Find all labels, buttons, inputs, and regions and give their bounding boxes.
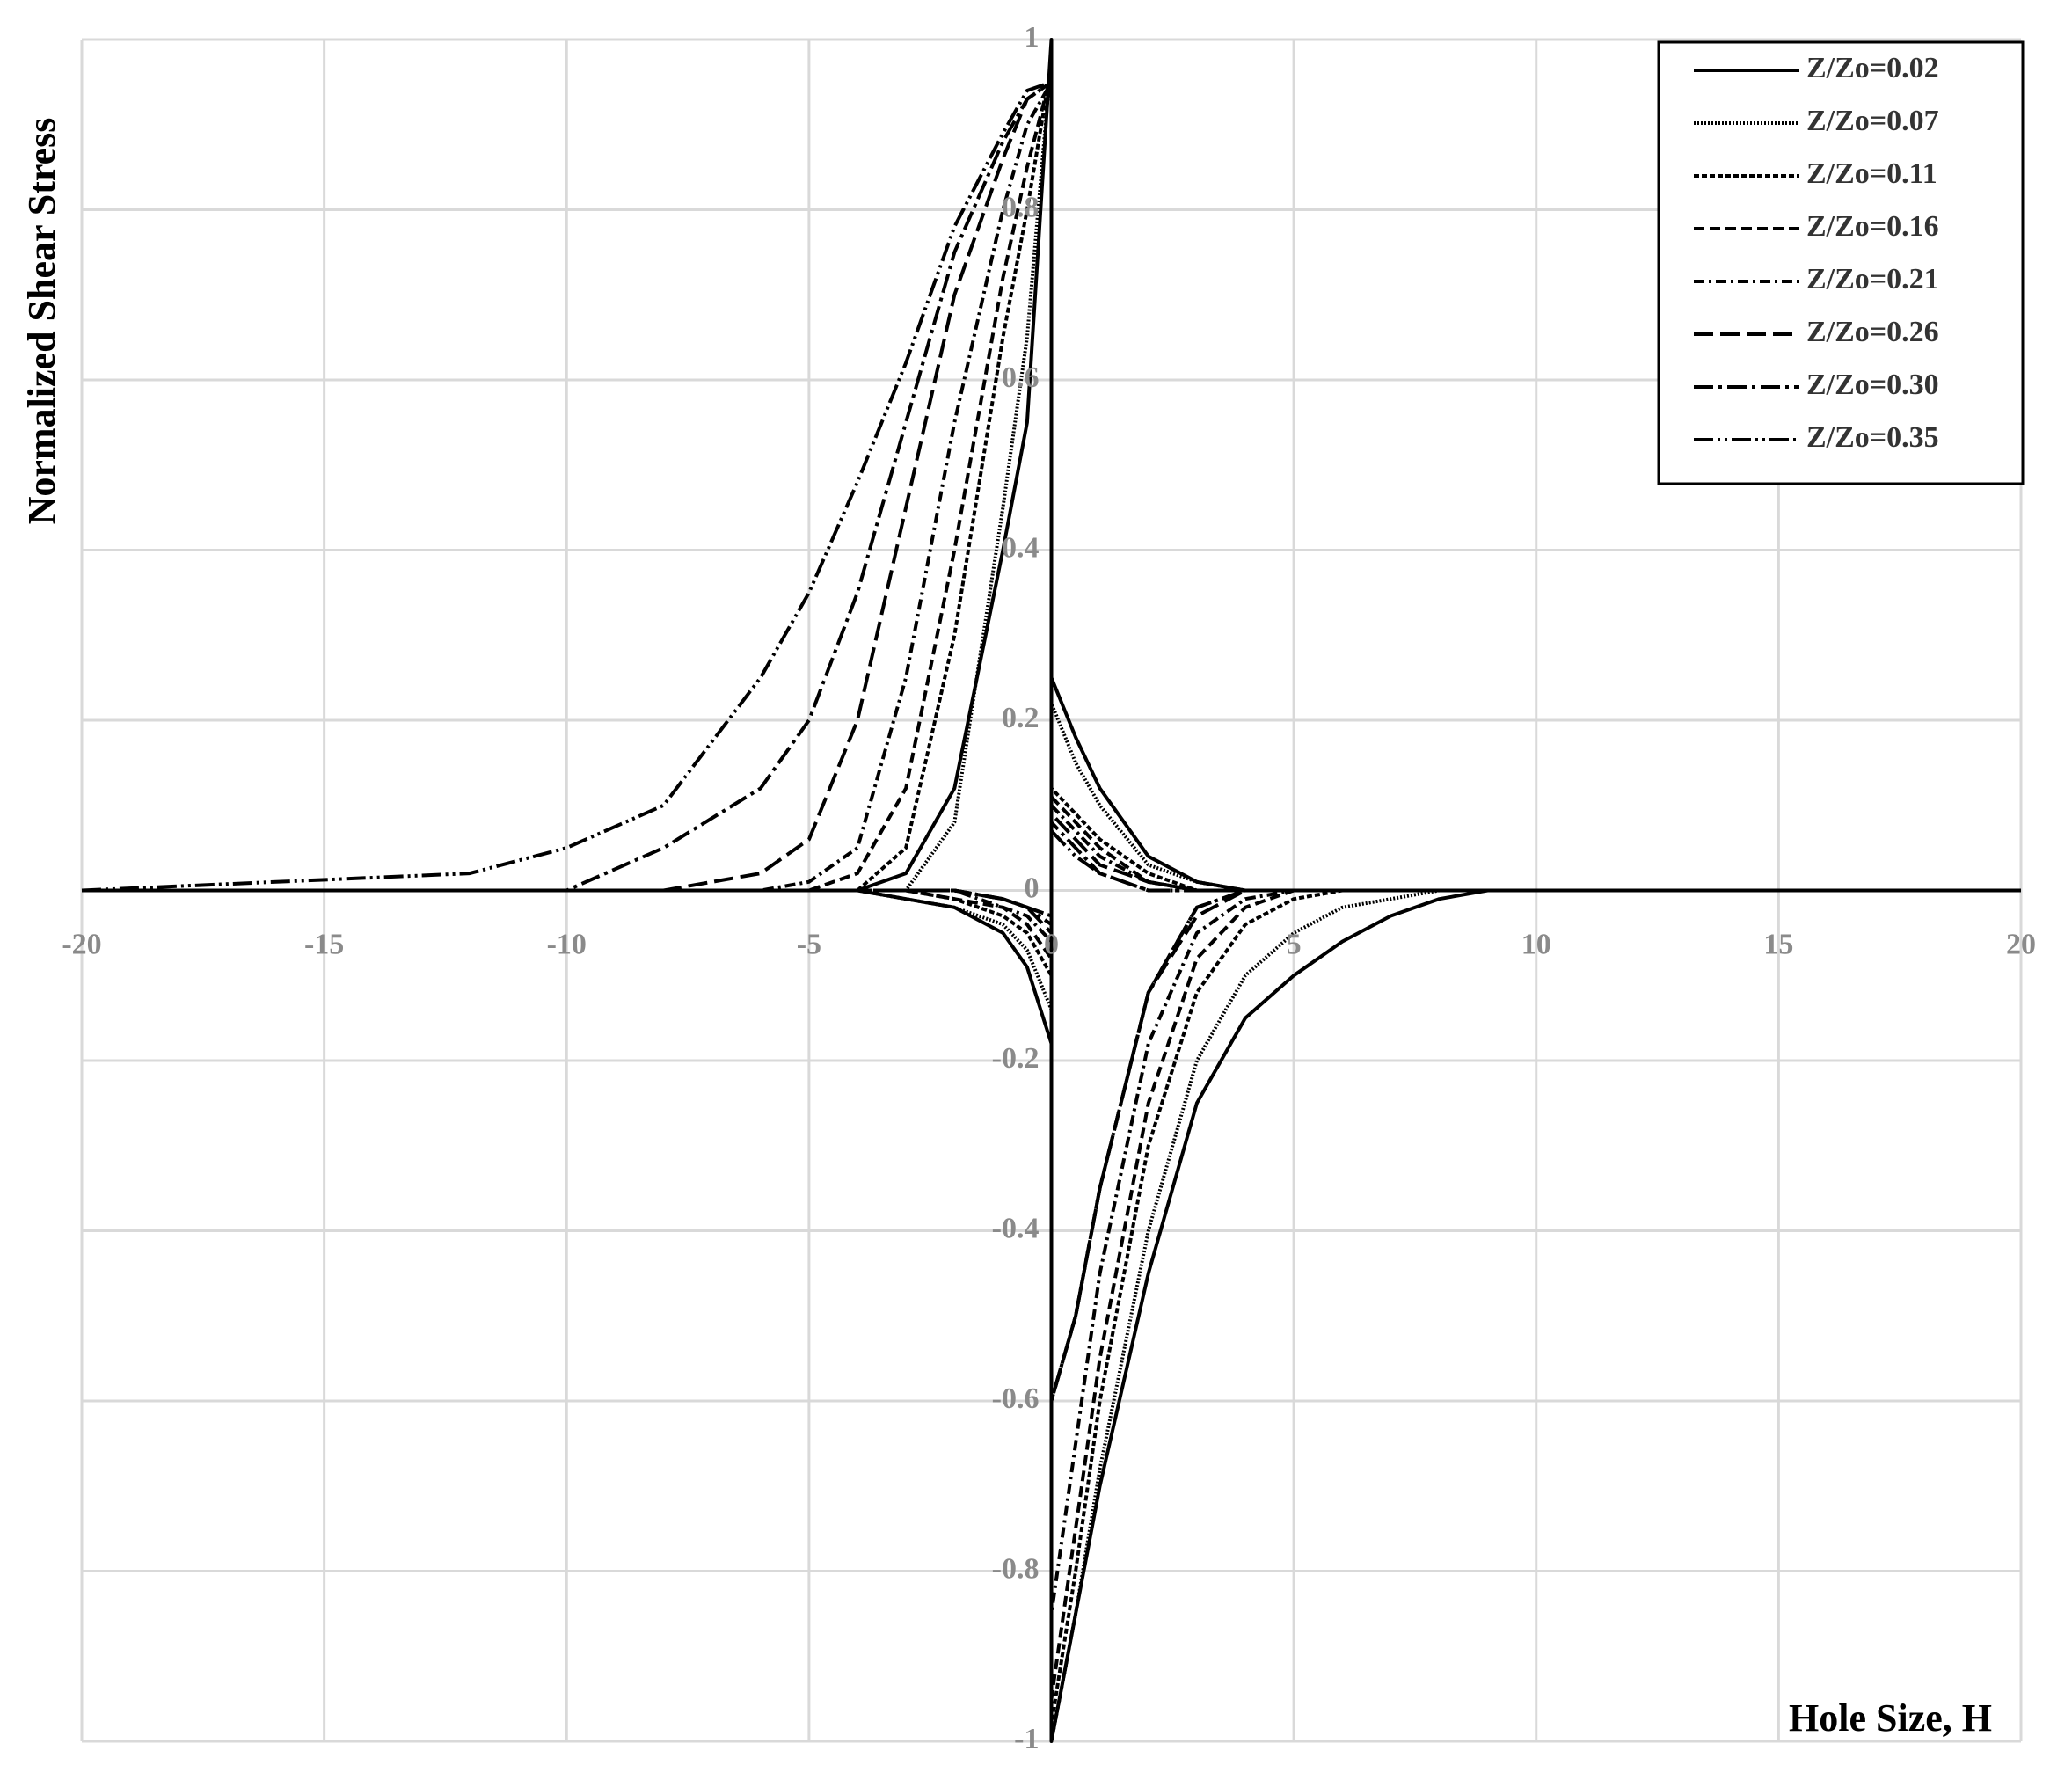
legend-label: Z/Zo=0.11 [1806, 157, 1937, 190]
legend-label: Z/Zo=0.35 [1806, 421, 1939, 454]
y-tick-label: -0.2 [992, 1042, 1040, 1075]
legend-label: Z/Zo=0.16 [1806, 210, 1939, 243]
x-tick-label: -10 [547, 928, 587, 960]
x-axis-title: Hole Size, H [1789, 1696, 1992, 1740]
y-tick-label: 0 [1025, 872, 1040, 904]
y-tick-label: -0.4 [992, 1212, 1040, 1244]
legend-box [1657, 40, 2025, 485]
legend: Z/Zo=0.02 Z/Zo=0.07 Z/Zo=0.11 Z/Zo=0.16 Z/Zo… [1657, 40, 2025, 485]
legend-label: Z/Zo=0.26 [1806, 316, 1939, 348]
x-tick-label: -15 [304, 928, 344, 960]
y-axis-title: Normalized Shear Stress [20, 118, 63, 525]
x-tick-label: 0 [1044, 928, 1059, 960]
x-tick-label: 5 [1287, 928, 1302, 960]
x-tick-label: 10 [1521, 928, 1551, 960]
series-layer [81, 38, 2021, 1743]
x-tick-label: 15 [1763, 928, 1793, 960]
y-tick-label: 0.4 [1002, 531, 1040, 564]
y-tick-label: -1 [1014, 1723, 1039, 1755]
y-tick-label: -0.6 [992, 1382, 1040, 1415]
y-tick-label: 0.6 [1002, 361, 1040, 394]
legend-label: Z/Zo=0.02 [1806, 52, 1939, 84]
legend-label: Z/Zo=0.21 [1806, 263, 1939, 295]
y-tick-label: 0.8 [1002, 191, 1040, 223]
x-tick-label: -5 [797, 928, 821, 960]
series-line [82, 828, 2021, 918]
tick-labels: -20 -15 -10 -5 0 5 10 15 20 -1 -0.8 -0.6 -0.4 -0.2 0 0.… [62, 21, 2036, 1755]
y-tick-label: -0.8 [992, 1552, 1040, 1585]
series-line [82, 80, 2021, 1403]
x-tick-label: -20 [62, 928, 101, 960]
y-tick-label: 0.2 [1002, 702, 1040, 734]
x-tick-label: 20 [2006, 928, 2036, 960]
y-tick-label: 1 [1025, 21, 1040, 54]
legend-label: Z/Zo=0.07 [1806, 105, 1939, 137]
legend-label: Z/Zo=0.30 [1806, 368, 1939, 401]
